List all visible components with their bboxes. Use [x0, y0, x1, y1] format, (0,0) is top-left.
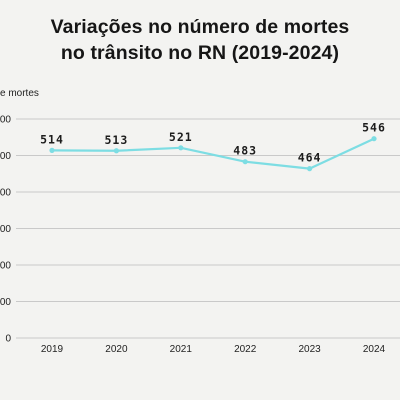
x-tick-label: 2023	[298, 344, 321, 355]
x-tick-label: 2022	[234, 344, 257, 355]
x-tick-label: 2020	[105, 344, 128, 355]
series-line	[51, 137, 375, 170]
data-point	[113, 148, 119, 154]
y-tick-label: 00	[0, 261, 11, 272]
data-label: 546	[362, 121, 386, 135]
data-point	[178, 145, 184, 151]
y-axis-label: e mortes	[0, 88, 39, 99]
x-tick-label: 2019	[41, 344, 64, 355]
y-tick-label: 00	[0, 188, 11, 199]
chart-title: Variações no número de mortes no trânsit…	[0, 14, 400, 66]
x-tick-label: 2021	[170, 344, 193, 355]
y-tick-label: 00	[0, 151, 11, 162]
y-tick-label: 00	[0, 297, 11, 308]
y-tick-label: 0	[5, 334, 11, 345]
data-label: 464	[298, 151, 322, 165]
y-tick-label: 00	[0, 115, 11, 126]
data-point	[242, 159, 248, 165]
data-point	[371, 136, 377, 142]
y-tick-label: 00	[0, 224, 11, 235]
data-label: 521	[169, 130, 193, 144]
data-point	[307, 166, 313, 172]
data-point	[49, 147, 55, 153]
data-label: 514	[40, 132, 64, 146]
data-label: 483	[233, 144, 257, 158]
data-label: 513	[105, 133, 129, 147]
chart-title-line-1: Variações no número de mortes	[50, 16, 350, 38]
chart-title-line-2: no trânsito no RN (2019-2024)	[60, 42, 340, 64]
x-tick-label: 2024	[363, 344, 386, 355]
